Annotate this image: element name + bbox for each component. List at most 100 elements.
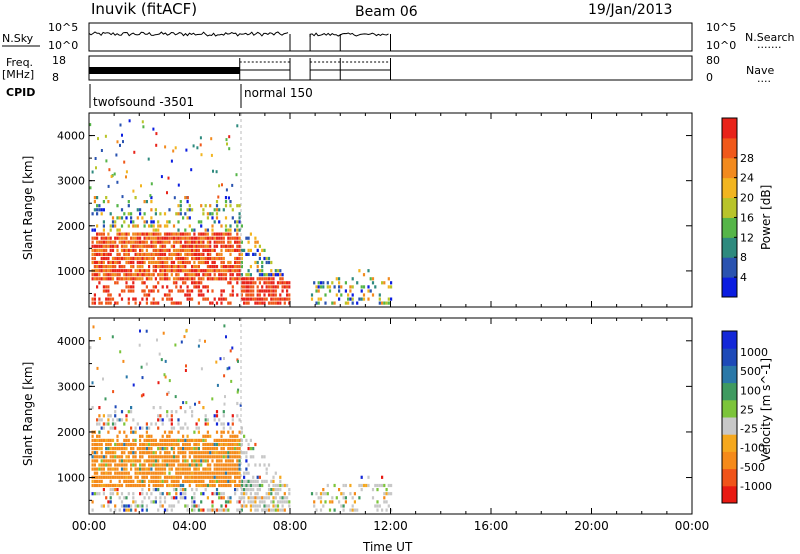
rti-cell xyxy=(204,414,207,418)
rti-cell xyxy=(107,422,110,426)
rti-cell xyxy=(276,504,280,508)
rti-cell xyxy=(209,483,212,488)
rti-cell xyxy=(123,232,126,236)
rti-cell xyxy=(383,281,386,285)
rti-cell xyxy=(150,277,153,281)
rti-cell xyxy=(193,500,196,504)
rti-cell xyxy=(159,406,162,410)
rti-cell xyxy=(186,244,189,248)
rti-cell xyxy=(96,196,99,200)
rti-cell xyxy=(351,277,354,281)
rti-cell xyxy=(209,475,212,479)
rti-cell xyxy=(310,492,314,496)
rti-cell xyxy=(170,455,173,459)
rti-cell xyxy=(128,119,131,123)
rti-cell xyxy=(130,260,133,265)
rti-cell xyxy=(107,442,110,447)
rti-cell xyxy=(238,216,241,220)
rti-cell xyxy=(105,277,108,281)
rti-cell xyxy=(163,244,167,248)
rti-cell xyxy=(310,293,314,297)
rti-cell xyxy=(229,293,232,297)
rti-cell xyxy=(220,232,223,236)
rti-cell xyxy=(227,442,230,447)
rti-cell xyxy=(147,157,150,161)
rti-cell xyxy=(185,364,187,368)
rti-cell xyxy=(234,434,237,438)
rti-cell xyxy=(114,281,117,285)
rti-cell xyxy=(224,273,228,277)
rti-cell xyxy=(211,228,214,232)
rti-cell xyxy=(240,488,243,492)
rti-cell xyxy=(100,240,103,244)
rti-cell xyxy=(186,289,189,293)
rti-cell xyxy=(202,438,205,442)
rti-cell xyxy=(224,471,228,475)
rti-cell xyxy=(265,273,268,277)
rti-cell xyxy=(204,459,207,463)
rti-cell xyxy=(134,455,137,459)
rti-cell xyxy=(204,260,207,265)
rti-cell xyxy=(317,281,320,285)
rti-cell xyxy=(272,273,275,277)
rti-cell xyxy=(134,463,137,467)
rti-cell xyxy=(381,483,384,488)
rti-cell xyxy=(157,442,160,447)
rti-cell xyxy=(100,467,103,471)
rti-cell xyxy=(172,240,176,244)
rti-cell xyxy=(221,183,223,187)
rti-cell xyxy=(150,447,153,451)
rti-cell xyxy=(182,260,185,265)
rti-cell xyxy=(254,479,257,483)
rti-cell xyxy=(202,455,205,459)
rti-cell xyxy=(148,434,151,438)
rti-cell xyxy=(236,459,239,463)
rti-cell xyxy=(240,281,243,285)
rti-cell xyxy=(215,301,219,305)
rti-cell xyxy=(258,289,261,293)
rti-cell xyxy=(390,297,393,301)
rti-cell xyxy=(141,467,144,471)
rti-cell xyxy=(163,447,167,451)
rti-cell xyxy=(229,236,232,240)
rti-cell xyxy=(211,212,214,216)
rti-cell xyxy=(231,455,234,459)
rti-cell xyxy=(120,410,124,414)
rti-cell xyxy=(263,504,266,508)
rti-cell xyxy=(179,496,182,500)
rti-cell xyxy=(238,269,241,273)
rti-cell xyxy=(231,244,234,248)
rti-cell xyxy=(125,232,128,236)
rti-cell xyxy=(157,281,160,285)
rti-cell xyxy=(276,483,280,488)
rti-cell xyxy=(200,500,203,504)
rti-cell xyxy=(123,265,126,269)
rti-cell xyxy=(220,236,223,240)
rti-cell xyxy=(143,438,146,442)
rti-cell xyxy=(238,248,241,252)
rti-cell xyxy=(222,492,225,496)
rti-cell xyxy=(197,277,200,281)
rti-cell xyxy=(134,301,137,305)
rti-cell xyxy=(186,504,189,508)
rti-cell xyxy=(132,459,135,463)
rti-cell xyxy=(91,260,94,265)
rti-cell xyxy=(197,256,200,261)
rti-cell xyxy=(152,471,155,475)
rti-cell xyxy=(100,438,103,442)
rti-cell xyxy=(236,260,239,265)
rti-cell xyxy=(193,508,196,512)
rti-cell xyxy=(231,447,234,451)
rti-cell xyxy=(344,289,347,293)
rti-cell xyxy=(206,496,209,500)
rti-cell xyxy=(319,500,323,504)
rti-cell xyxy=(136,483,139,488)
rti-cell xyxy=(206,459,209,463)
rti-cell xyxy=(200,244,203,248)
rti-cell xyxy=(272,479,275,483)
rti-cell xyxy=(222,232,225,236)
rti-cell xyxy=(152,285,155,289)
rti-cell xyxy=(236,236,239,240)
rti-cell xyxy=(252,483,255,488)
